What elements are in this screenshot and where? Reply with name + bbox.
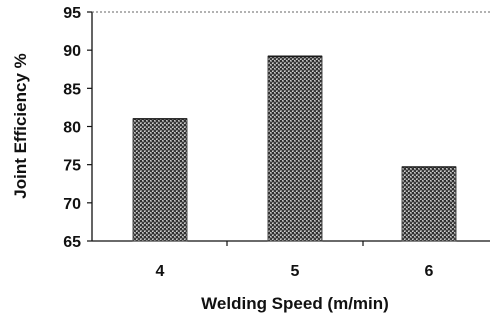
bar-speed-6 — [401, 166, 457, 242]
y-tick-label: 80 — [63, 120, 81, 137]
y-tick-label: 75 — [63, 158, 81, 175]
x-ticks: 4 5 6 — [156, 241, 434, 280]
y-tick-label: 85 — [63, 81, 81, 98]
y-tick-label: 65 — [63, 234, 81, 251]
x-axis-title: Welding Speed (m/min) — [201, 294, 389, 313]
y-ticks: 65 70 75 80 85 90 95 — [63, 5, 92, 251]
y-tick-label: 70 — [63, 196, 81, 213]
x-tick-label: 6 — [425, 263, 434, 280]
y-tick-label: 90 — [63, 43, 81, 60]
y-tick-label: 95 — [63, 5, 81, 22]
y-axis-title: Joint Efficiency % — [11, 53, 30, 198]
bar-speed-5 — [267, 55, 323, 242]
x-tick-label: 5 — [291, 263, 300, 280]
bar-speed-4 — [132, 118, 188, 242]
bars — [132, 55, 457, 242]
x-tick-label: 4 — [156, 263, 165, 280]
